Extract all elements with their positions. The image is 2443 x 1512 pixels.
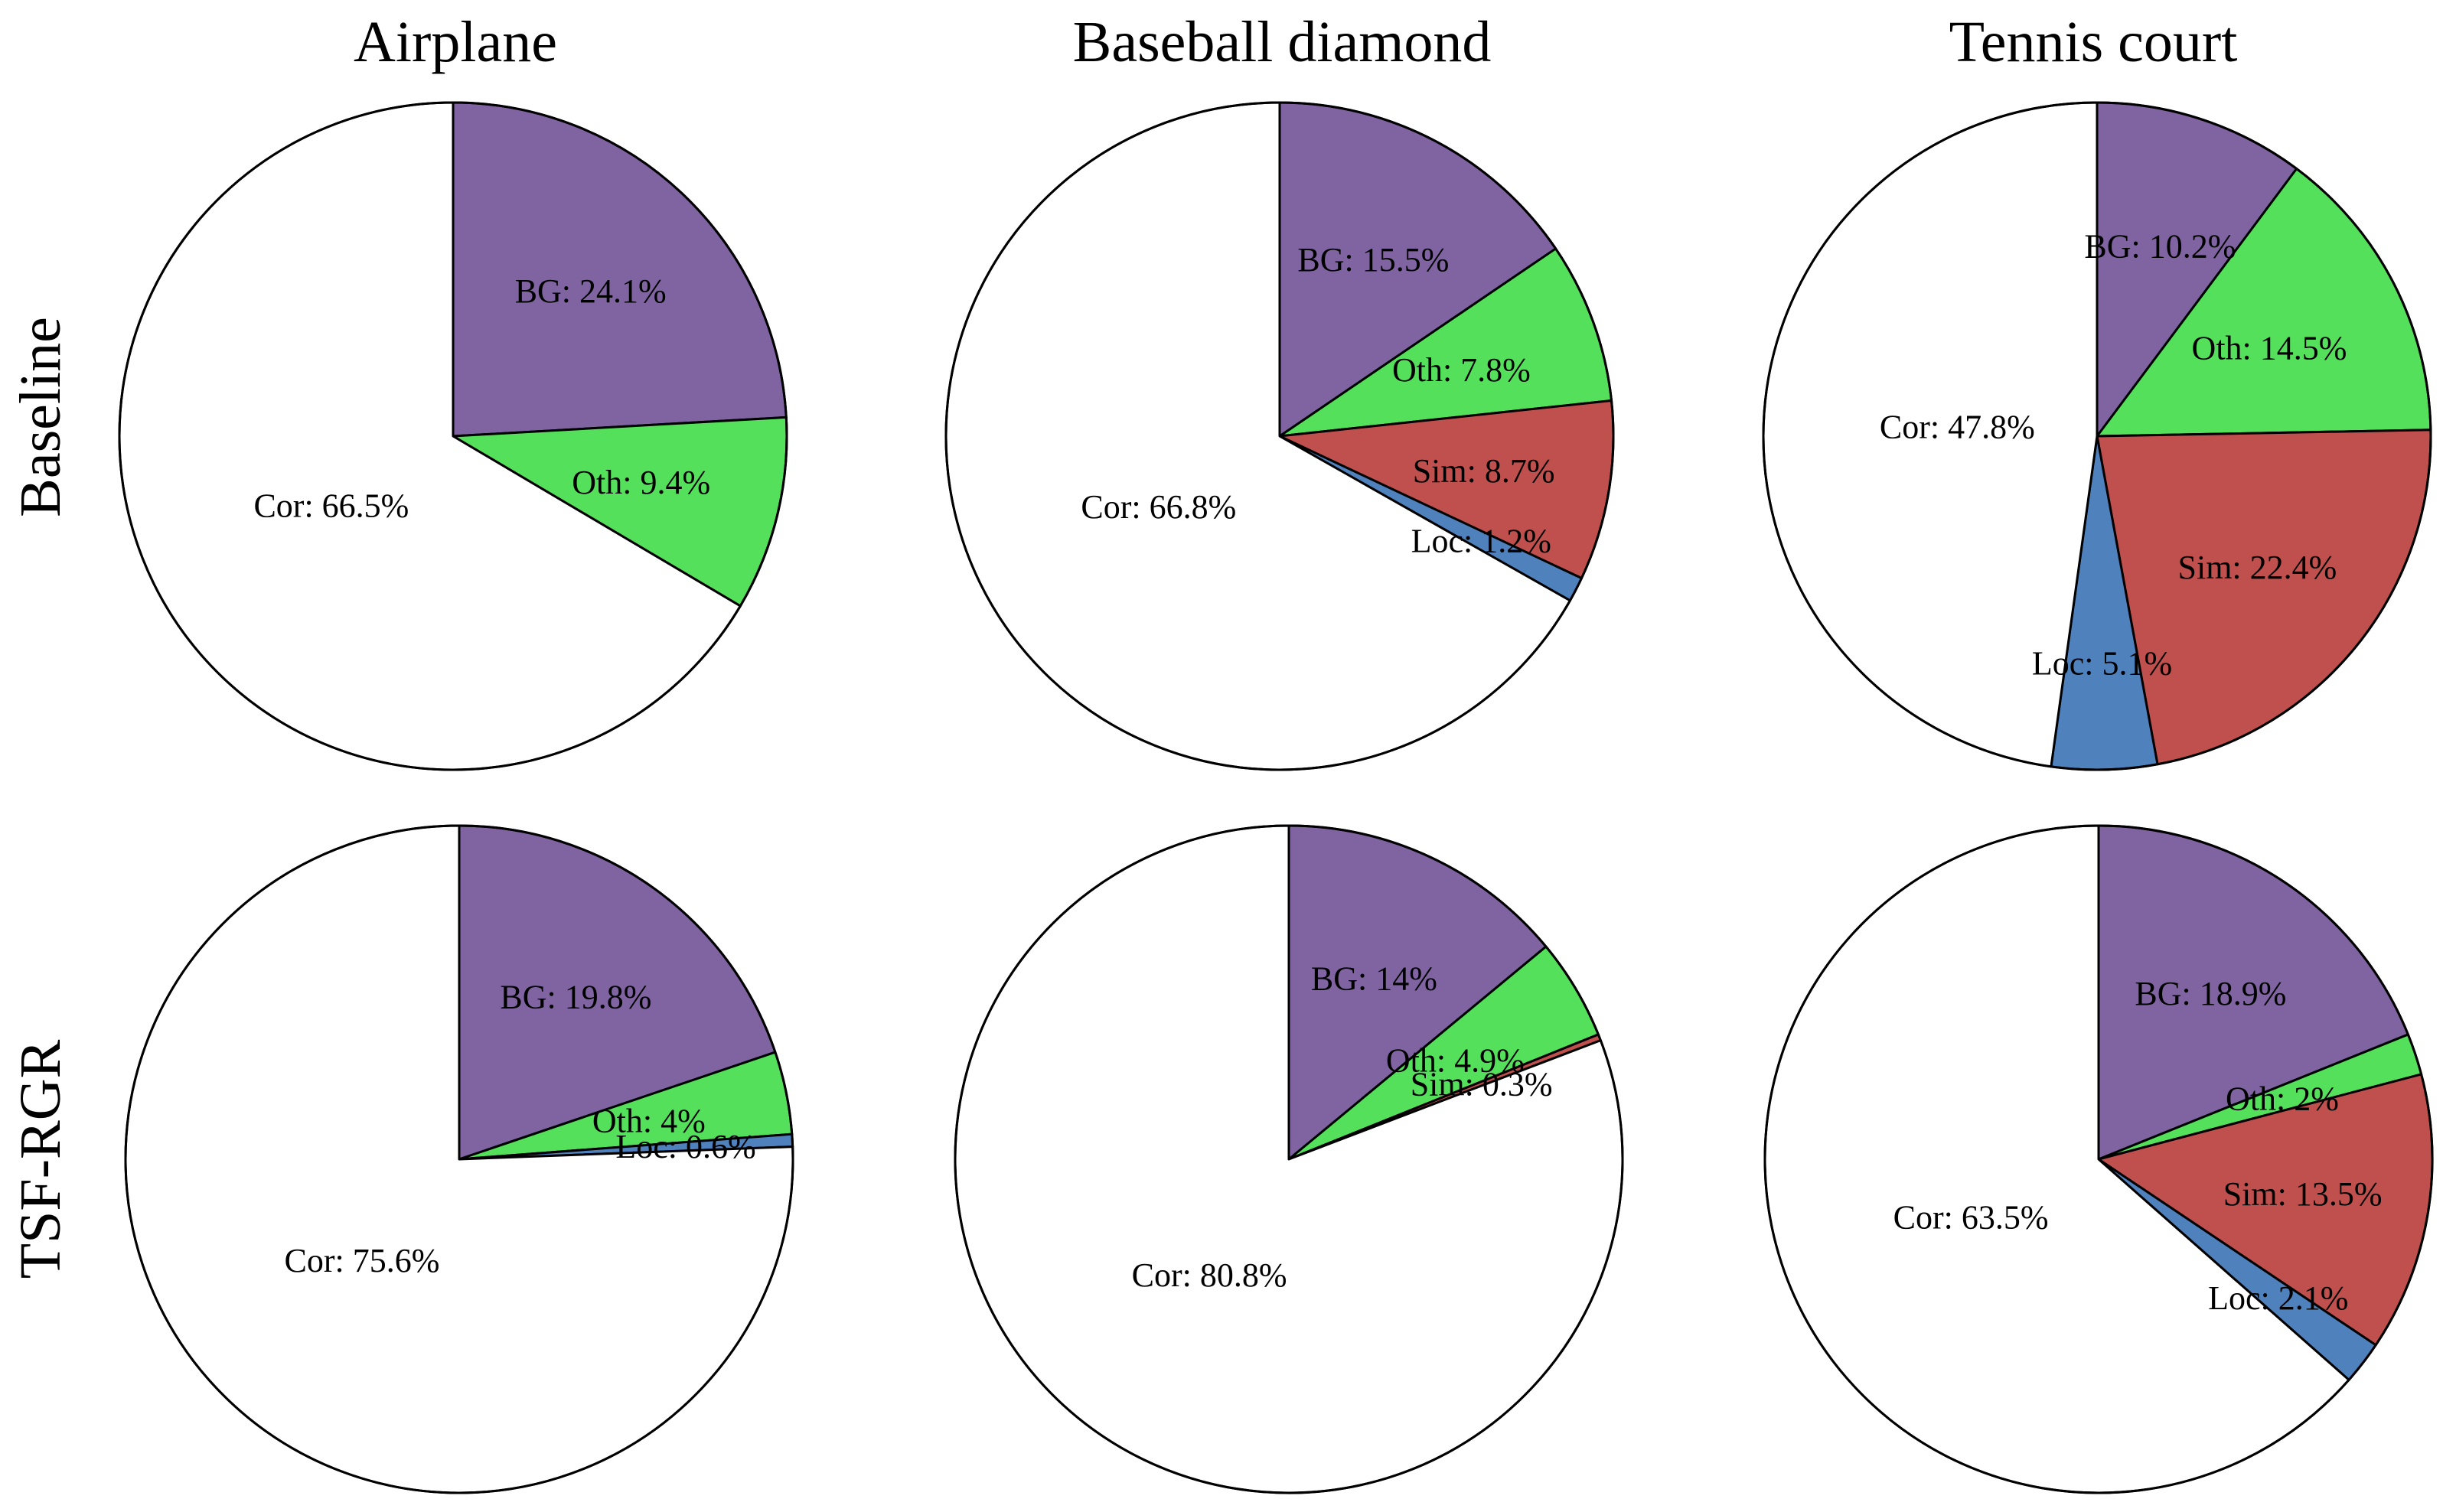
slice-label: Sim: 13.5% [2223, 1175, 2383, 1213]
pie-outline [124, 824, 794, 1494]
slice-label: BG: 24.1% [515, 272, 667, 310]
pie-charts: BG: 24.1% Oth: 9.4% Cor: 66.5% BG: 15.5% Oth… [118, 101, 2434, 1494]
slice-label: BG: 19.8% [500, 978, 651, 1015]
slice-label: BG: 10.2% [2084, 228, 2236, 266]
slice-label: Loc: 1.2% [1411, 522, 1551, 559]
slice-bg [452, 101, 788, 438]
pie-outline [954, 824, 1624, 1494]
slice-label: Oth: 4% [592, 1103, 706, 1140]
slice-label: Cor: 75.6% [285, 1242, 440, 1279]
slice-label: Oth: 7.8% [1392, 351, 1531, 389]
column-title-airplane: Airplane [354, 10, 557, 74]
column-title-tennis-court: Tennis court [1949, 10, 2238, 74]
slice-label: Sim: 22.4% [2178, 549, 2337, 586]
slice-label: Cor: 66.8% [1081, 488, 1236, 526]
slice-label: Cor: 47.8% [1880, 408, 2035, 445]
pie-outline [1763, 824, 2434, 1494]
slice-label: Oth: 14.5% [2192, 330, 2347, 367]
slice-label: BG: 15.5% [1297, 241, 1449, 279]
slice-label: BG: 18.9% [2135, 975, 2286, 1012]
slice-label: Oth: 9.4% [572, 464, 710, 501]
pie-airplane-tsf-rgr: BG: 19.8% Oth: 4%Loc: 0.6% Cor: 75.6% [124, 824, 794, 1494]
slice-label: BG: 14% [1311, 960, 1437, 997]
slice-label: Cor: 80.8% [1132, 1256, 1287, 1294]
column-title-baseball-diamond: Baseball diamond [1073, 10, 1492, 74]
slice-label: Loc: 5.1% [2032, 644, 2172, 682]
slice-label: Loc: 0.6% [615, 1128, 755, 1165]
slice-label: Cor: 66.5% [253, 487, 409, 525]
pie-tennis-court-tsf-rgr: BG: 18.9% Oth: 2% Sim: 13.5% Loc: 2.1% Cor: … [1763, 824, 2434, 1494]
pie-tennis-court-baseline: BG: 10.2% Oth: 14.5% Sim: 22.4% Loc: 5.1% Co… [1762, 101, 2432, 771]
slice-label: Cor: 63.5% [1893, 1198, 2049, 1236]
pie-baseball-diamond-baseline: BG: 15.5% Oth: 7.8% Sim: 8.7% Loc: 1.2% Cor:… [944, 101, 1615, 771]
pie-outline [118, 101, 788, 771]
slice-label: Sim: 0.3% [1411, 1065, 1553, 1103]
pie-outline [1762, 101, 2432, 771]
slice-label: Oth: 2% [2226, 1080, 2339, 1117]
row-title-baseline: Baseline [8, 317, 73, 517]
slice-label: Sim: 8.7% [1413, 452, 1555, 490]
pie-baseball-diamond-tsf-rgr: BG: 14% Oth: 4.9%Sim: 0.3% Cor: 80.8% [954, 824, 1624, 1494]
pie-airplane-baseline: BG: 24.1% Oth: 9.4% Cor: 66.5% [118, 101, 788, 771]
row-title-tsf-rgr: TSF-RGR [8, 1039, 73, 1279]
pie-outline [944, 101, 1615, 771]
slice-label: Oth: 4.9% [1386, 1042, 1525, 1080]
slice-label: Loc: 2.1% [2208, 1279, 2348, 1317]
